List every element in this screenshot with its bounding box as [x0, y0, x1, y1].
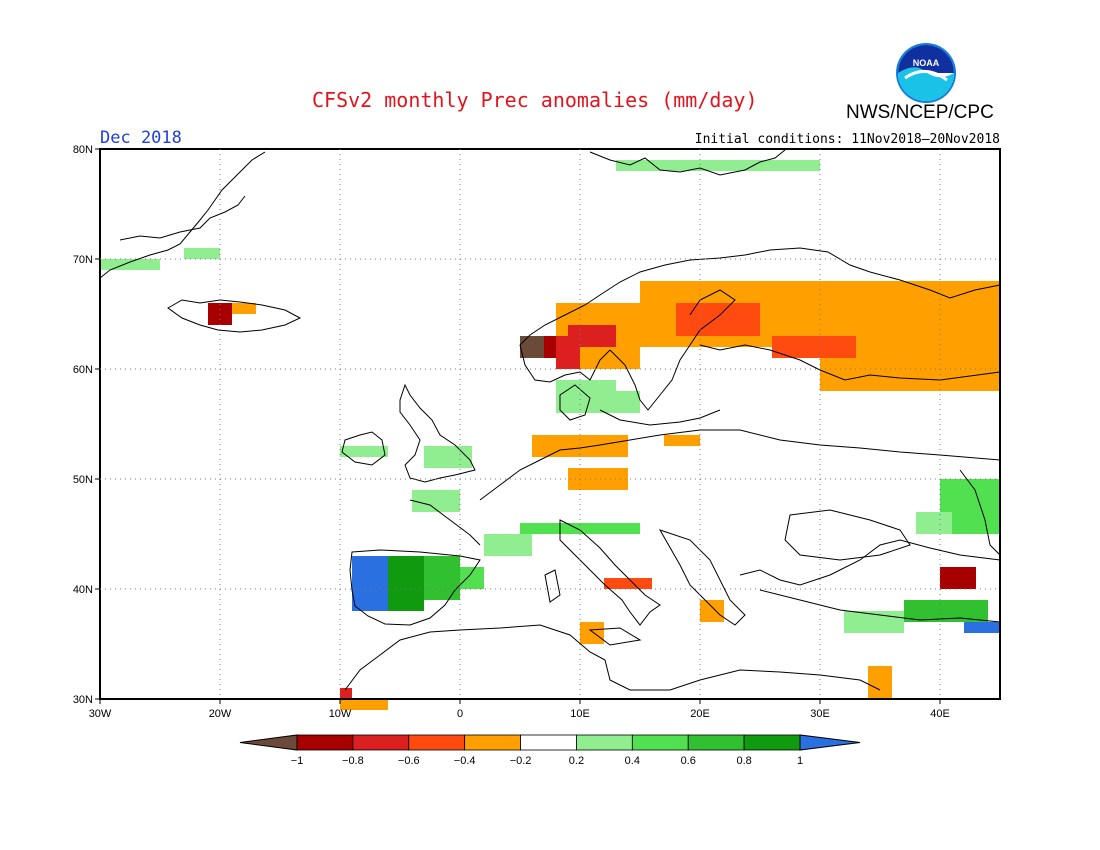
anomaly-cell: [700, 160, 820, 171]
lat-tick-label: 50N: [73, 474, 93, 486]
anomaly-cell: [532, 435, 628, 457]
axis-ticks: 30W 20W 10W 0 10E 20E 30E 40E 80N 70N 60N 50N 40N 30N: [73, 144, 950, 720]
colorbar-label: 0.8: [736, 755, 751, 767]
forecast-period: Dec 2018: [100, 128, 182, 148]
agency-label: NWS/NCEP/CPC: [846, 102, 994, 123]
graticule: [100, 149, 1000, 699]
anomaly-cell: [412, 490, 460, 512]
colorbar-label: 0.6: [681, 755, 696, 767]
anomaly-cell: [340, 688, 352, 699]
colorbar-label: −0.2: [510, 755, 532, 767]
anomaly-cell: [352, 556, 388, 611]
anomaly-cell: [580, 622, 604, 644]
anomaly-cell: [568, 468, 628, 490]
colorbar: −1 −0.8 −0.6 −0.4 −0.2 0.2 0.4 0.6 0.8 1: [239, 734, 861, 767]
anomaly-cell: [676, 303, 760, 336]
anomaly-cell: [616, 391, 640, 413]
lon-tick-label: 40E: [930, 708, 950, 720]
anomaly-cell: [916, 512, 952, 534]
anomaly-cell: [904, 600, 988, 622]
anomaly-cell: [520, 523, 640, 534]
colorbar-segment: [687, 734, 745, 751]
coastlines: [99, 149, 1001, 691]
anomaly-cell: [868, 666, 892, 699]
anomaly-cell: [424, 556, 460, 600]
colorbar-label: 0.2: [569, 755, 584, 767]
lon-tick-label: 20E: [690, 708, 710, 720]
lat-tick-label: 30N: [73, 694, 93, 706]
colorbar-segment: [520, 734, 577, 751]
colorbar-label: 1: [797, 755, 803, 767]
colorbar-segment: [408, 734, 466, 751]
anomaly-cell: [340, 699, 388, 710]
colorbar-arrow-left: [239, 734, 298, 751]
anomaly-cell: [772, 336, 856, 358]
map-title: CFSv2 monthly Prec anomalies (mm/day): [312, 88, 758, 112]
anomaly-cell: [232, 303, 256, 314]
colorbar-label: −0.6: [398, 755, 420, 767]
lat-tick-label: 80N: [73, 144, 93, 156]
colorbar-segment: [464, 734, 521, 751]
colorbar-label: −0.8: [342, 755, 364, 767]
colorbar-segment: [631, 734, 689, 751]
anomaly-cell: [100, 259, 160, 270]
lat-tick-label: 40N: [73, 584, 93, 596]
anomaly-cell: [556, 336, 580, 369]
initial-conditions: Initial conditions: 11Nov2018–20Nov2018: [694, 132, 1000, 147]
colorbar-label: −0.4: [454, 755, 476, 767]
anomaly-cell: [940, 567, 976, 589]
anomaly-cell: [388, 556, 424, 611]
anomaly-cell: [424, 446, 472, 468]
colorbar-label: 0.4: [625, 755, 640, 767]
anomaly-cell: [184, 248, 220, 259]
map-frame: [99, 148, 1001, 700]
colorbar-arrow-right: [799, 734, 861, 751]
noaa-logo: NOAA: [896, 43, 956, 103]
lon-tick-label: 30W: [89, 708, 112, 720]
colorbar-segment: [352, 734, 410, 751]
anomaly-cell: [616, 160, 700, 171]
anomaly-cells: [100, 160, 1000, 710]
lon-tick-label: 0: [457, 708, 463, 720]
anomaly-cell: [796, 281, 844, 303]
lon-tick-label: 20W: [209, 708, 232, 720]
lat-tick-label: 60N: [73, 364, 93, 376]
anomaly-cell: [340, 446, 388, 457]
lon-tick-label: 10W: [329, 708, 352, 720]
anomaly-cell: [460, 567, 484, 589]
colorbar-segment: [743, 734, 801, 751]
anomaly-cell: [664, 435, 700, 446]
anomaly-cell: [604, 578, 652, 589]
anomaly-cell: [700, 600, 724, 622]
colorbar-segment: [296, 734, 354, 751]
lon-tick-label: 30E: [810, 708, 830, 720]
anomaly-cell: [520, 336, 544, 358]
lat-tick-label: 70N: [73, 254, 93, 266]
colorbar-label: −1: [291, 755, 304, 767]
noaa-logo-text: NOAA: [913, 58, 940, 68]
anomaly-cell: [964, 622, 1000, 633]
anomaly-cell: [556, 380, 616, 413]
anomaly-cell: [484, 534, 532, 556]
colorbar-segment: [576, 734, 633, 751]
lon-tick-label: 10E: [570, 708, 590, 720]
